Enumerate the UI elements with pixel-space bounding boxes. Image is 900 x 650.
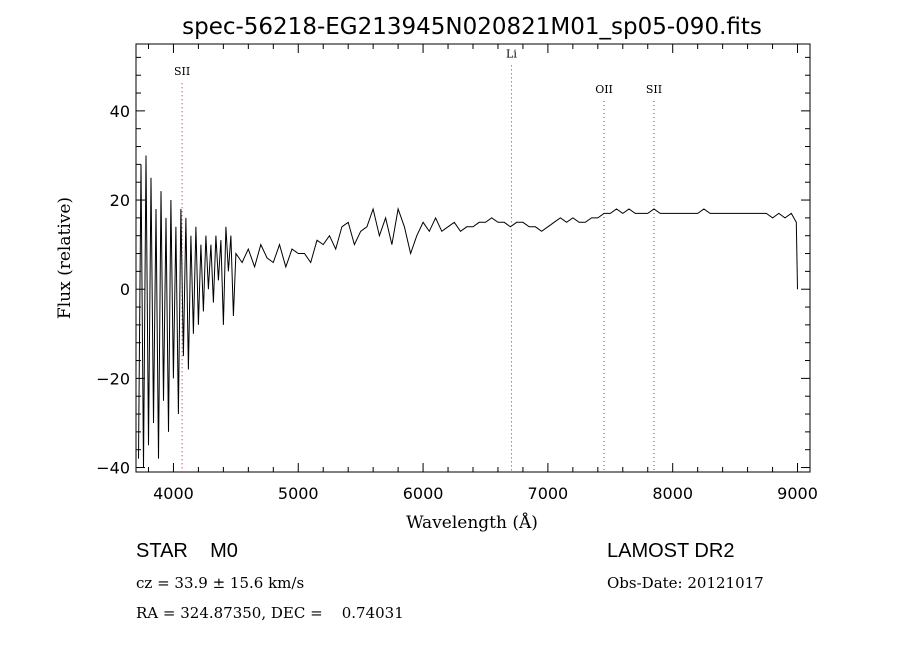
y-tick-label: 20 xyxy=(110,191,130,210)
x-tick-label: 7000 xyxy=(528,484,569,503)
y-tick-labels: −40 −20 0 20 40 xyxy=(96,102,130,478)
line-marker-label: SII xyxy=(174,65,190,78)
plot-frame xyxy=(135,43,811,473)
observation-date: Obs-Date: 20121017 xyxy=(607,574,764,592)
coordinates: RA = 324.87350, DEC = 0.74031 xyxy=(136,604,404,622)
spectrum-line xyxy=(138,155,798,468)
line-marker-label: Li xyxy=(506,47,517,60)
object-class: STAR M0 xyxy=(136,540,238,562)
y-tick-label: 40 xyxy=(110,102,130,121)
line-marker-label: OII xyxy=(595,83,613,96)
spectral-line-markers: SII Li OII SII xyxy=(174,47,662,472)
x-tick-labels: 4000 5000 6000 7000 8000 9000 xyxy=(153,484,818,503)
axis-ticks xyxy=(136,44,810,472)
x-axis-label: Wavelength (Å) xyxy=(406,512,538,533)
x-tick-label: 5000 xyxy=(278,484,319,503)
chart-title: spec-56218-EG213945N020821M01_sp05-090.f… xyxy=(182,14,762,40)
x-tick-label: 9000 xyxy=(777,484,818,503)
survey-name: LAMOST DR2 xyxy=(607,540,735,562)
y-axis-label: Flux (relative) xyxy=(55,197,75,319)
x-tick-label: 4000 xyxy=(153,484,194,503)
redshift-info: cz = 33.9 ± 15.6 km/s xyxy=(136,574,305,592)
x-tick-label: 8000 xyxy=(652,484,693,503)
y-tick-label: −20 xyxy=(96,369,130,388)
y-tick-label: 0 xyxy=(120,280,130,299)
line-marker-label: SII xyxy=(646,83,662,96)
x-tick-label: 6000 xyxy=(403,484,444,503)
y-tick-label: −40 xyxy=(96,459,130,478)
